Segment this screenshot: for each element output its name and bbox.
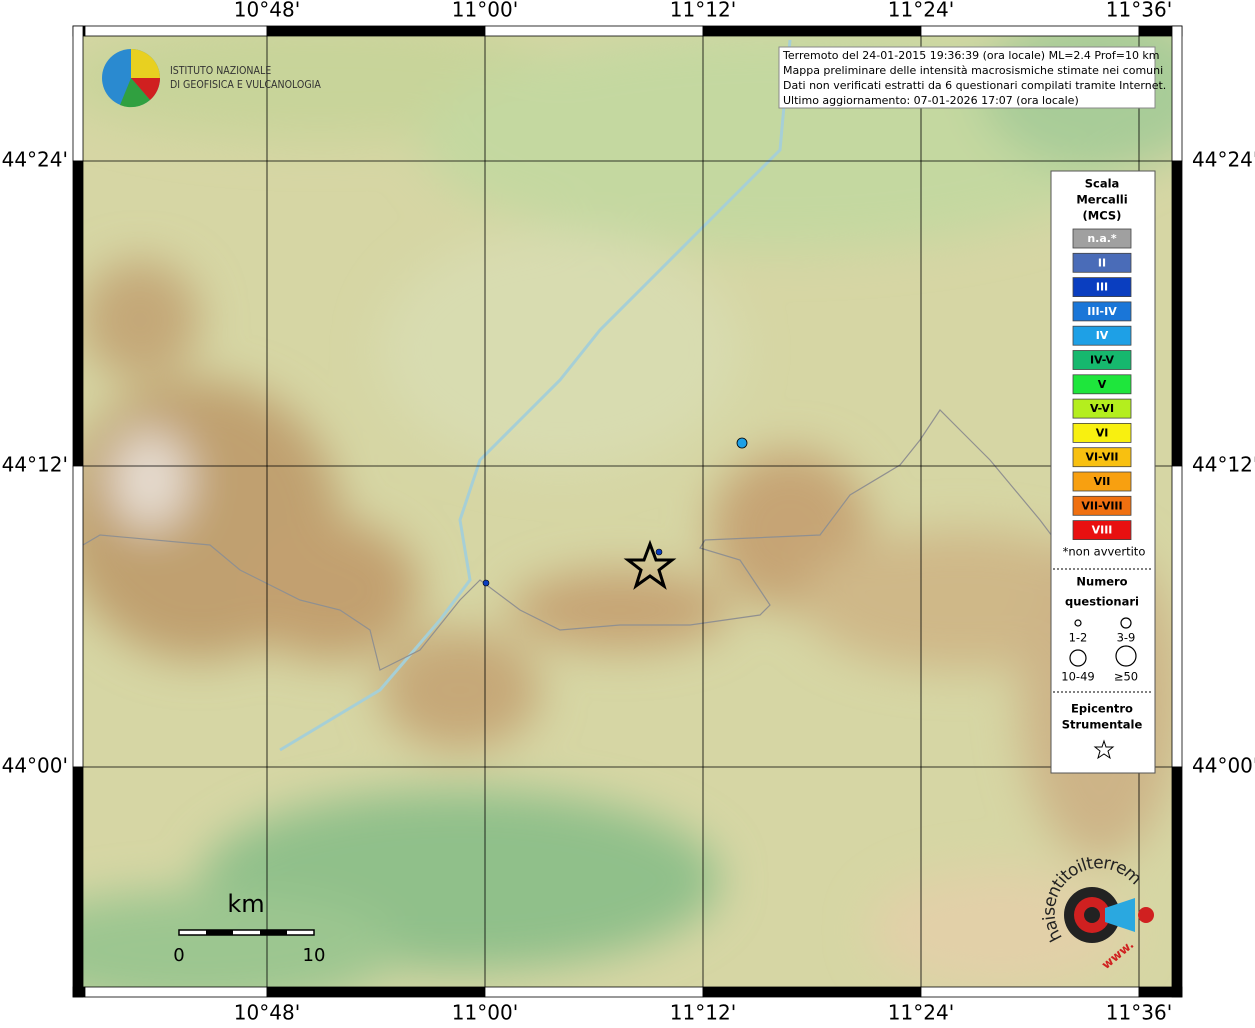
longitude-label: 11°00' <box>452 0 518 22</box>
longitude-label: 11°24' <box>888 1001 954 1025</box>
border-segment <box>920 25 1140 37</box>
legend-size-symbol <box>1074 619 1082 627</box>
intensity-point <box>655 548 663 556</box>
legend-size-label: 10-49 <box>1061 670 1094 684</box>
longitude-label: 10°48' <box>234 1001 300 1025</box>
latitude-label: 44°24' <box>2 148 68 172</box>
map-border <box>72 25 1183 998</box>
legend-subtitle: Strumentale <box>1062 718 1143 732</box>
longitude-label: 11°12' <box>670 1001 736 1025</box>
legend-label: VII-VIII <box>1081 499 1122 512</box>
scale-unit: km <box>227 890 264 918</box>
legend-label: II <box>1098 256 1106 269</box>
terrain <box>83 36 1172 987</box>
border-segment <box>702 986 922 998</box>
legend-size-symbol <box>1120 617 1132 629</box>
legend-label: IV <box>1096 329 1109 342</box>
ingv-logo: ISTITUTO NAZIONALE DI GEOFISICA E VULCAN… <box>102 49 321 108</box>
legend-swatch <box>1072 471 1132 492</box>
legend-swatch <box>1072 277 1132 298</box>
legend-label: IV-V <box>1090 354 1115 367</box>
longitude-label: 11°36' <box>1106 0 1172 22</box>
legend-subtitle: Epicentro <box>1071 702 1133 716</box>
info-text: Mappa preliminare delle intensità macros… <box>783 64 1163 77</box>
legend-title: (MCS) <box>1083 209 1122 223</box>
info-text: Terremoto del 24-01-2015 19:36:39 (ora l… <box>782 49 1160 62</box>
legend-size-label: ≥50 <box>1114 670 1138 684</box>
longitude-label: 11°24' <box>888 0 954 22</box>
latitude-label: 44°12' <box>1192 453 1255 477</box>
info-box: Terremoto del 24-01-2015 19:36:39 (ora l… <box>778 46 1166 109</box>
legend-title: Scala <box>1085 177 1120 191</box>
legend-size-symbol <box>1115 645 1137 667</box>
legend-size-label: 3-9 <box>1117 631 1136 645</box>
legend-swatch <box>1072 422 1132 443</box>
legend-star <box>1093 739 1115 760</box>
longitude-label: 11°12' <box>670 0 736 22</box>
border-segment <box>266 25 486 37</box>
latitude-label: 44°12' <box>2 453 68 477</box>
legend-swatch <box>1072 350 1132 370</box>
legend-label: VI <box>1096 426 1109 439</box>
longitude-label: 11°00' <box>452 1001 518 1025</box>
border-segment <box>72 465 84 768</box>
latitude-label: 44°00' <box>1192 754 1255 778</box>
logo-text: ISTITUTO NAZIONALE <box>170 65 271 77</box>
epicenter-star <box>623 539 677 590</box>
graticule <box>83 36 1172 987</box>
border-segment <box>484 25 704 37</box>
legend-label: III <box>1096 281 1108 294</box>
border-segment <box>84 25 268 37</box>
border-segment <box>72 766 84 998</box>
scale-label: 0 <box>173 945 184 966</box>
legend-swatch <box>1072 325 1132 346</box>
info-text: Dati non verificati estratti da 6 questi… <box>783 79 1166 92</box>
border-segment <box>84 986 268 998</box>
legend-label: III-IV <box>1087 305 1117 318</box>
intensity-point <box>736 437 748 449</box>
logo-text: DI GEOFISICA E VULCANOLOGIA <box>170 79 321 91</box>
legend-subtitle: questionari <box>1065 595 1139 609</box>
border-segment <box>72 160 84 467</box>
legend-label: V-VI <box>1090 402 1114 415</box>
scale-label: 10 <box>303 945 326 966</box>
border-segment <box>72 25 84 162</box>
legend-size-symbol <box>1069 649 1087 667</box>
legend-swatch <box>1072 252 1132 273</box>
border-segment <box>266 986 486 998</box>
legend-label: n.a.* <box>1087 232 1117 245</box>
legend-swatch <box>1072 228 1132 249</box>
intensity-point <box>482 579 490 587</box>
legend: ScalaMercalli(MCS)n.a.*IIIIIIII-IVIVIV-V… <box>1050 170 1156 774</box>
legend-swatch <box>1072 495 1132 516</box>
border-segment <box>1171 465 1183 768</box>
legend-swatch <box>1072 447 1132 468</box>
border-segment <box>1171 160 1183 467</box>
border-segment <box>920 986 1140 998</box>
scale-bar: km 0 10 <box>173 890 325 966</box>
border-segment <box>1171 766 1183 998</box>
legend-swatch <box>1072 301 1132 322</box>
info-text: Ultimo aggiornamento: 07-01-2026 17:07 (… <box>783 94 1079 107</box>
latitude-label: 44°24' <box>1192 148 1255 172</box>
border-segment <box>1171 25 1183 162</box>
legend-swatch <box>1072 374 1132 395</box>
legend-label: VIII <box>1092 524 1113 537</box>
legend-subtitle: Numero <box>1076 575 1127 589</box>
legend-size-label: 1-2 <box>1069 631 1088 645</box>
legend-title: Mercalli <box>1076 193 1127 207</box>
border-segment <box>702 25 922 37</box>
latitude-label: 44°00' <box>2 754 68 778</box>
legend-label: V <box>1098 378 1107 391</box>
border-segment <box>484 986 704 998</box>
legend-swatch <box>1072 520 1132 540</box>
longitude-label: 11°36' <box>1106 1001 1172 1025</box>
legend-label: VII <box>1094 475 1111 488</box>
longitude-label: 10°48' <box>234 0 300 22</box>
legend-note: *non avvertito <box>1063 545 1146 559</box>
legend-label: VI-VII <box>1085 451 1118 464</box>
legend-swatch <box>1072 398 1132 419</box>
